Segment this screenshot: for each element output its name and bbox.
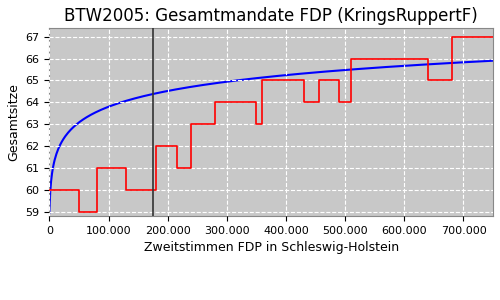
Sitze real	[124, 166, 130, 170]
Sitze real	[425, 57, 431, 60]
Sitze real	[490, 35, 496, 38]
Sitze real	[174, 166, 180, 170]
Sitze real	[448, 35, 454, 38]
X-axis label: Zweitstimmen FDP in Schleswig-Holstein: Zweitstimmen FDP in Schleswig-Holstein	[144, 241, 399, 254]
Sitze real	[76, 188, 82, 192]
Sitze real	[300, 100, 306, 104]
Sitze real	[425, 79, 431, 82]
Sitze real	[448, 79, 454, 82]
Sitze real	[76, 210, 82, 213]
Sitze real	[46, 188, 52, 192]
Sitze real	[300, 79, 306, 82]
Sitze ideal	[410, 64, 416, 67]
Sitze real	[174, 144, 180, 148]
Sitze real	[124, 188, 130, 192]
Line: Sitze ideal: Sitze ideal	[50, 61, 493, 213]
Sitze ideal	[46, 211, 52, 214]
Sitze real	[153, 144, 159, 148]
Sitze real	[316, 79, 322, 82]
Sitze real	[188, 166, 194, 170]
Sitze real	[212, 100, 218, 104]
Sitze real	[254, 100, 260, 104]
Sitze real	[212, 122, 218, 126]
Sitze ideal	[310, 71, 316, 74]
Sitze real	[348, 57, 354, 60]
Sitze real	[316, 100, 322, 104]
Sitze ideal	[480, 59, 486, 63]
Sitze real	[153, 188, 159, 192]
Sitze real	[260, 79, 266, 82]
Sitze real	[94, 166, 100, 170]
Sitze real	[188, 122, 194, 126]
Title: BTW2005: Gesamtmandate FDP (KringsRuppertF): BTW2005: Gesamtmandate FDP (KringsRupper…	[64, 7, 478, 25]
Y-axis label: Gesamtsitze: Gesamtsitze	[7, 83, 20, 161]
Sitze real	[260, 122, 266, 126]
Sitze real	[348, 100, 354, 104]
Sitze real	[94, 210, 100, 213]
Line: Sitze real: Sitze real	[50, 37, 493, 211]
Sitze ideal	[257, 76, 263, 80]
Sitze ideal	[260, 76, 266, 79]
Sitze real	[336, 100, 342, 104]
Sitze real	[254, 122, 260, 126]
Sitze ideal	[490, 59, 496, 62]
Sitze real	[336, 79, 342, 82]
Sitze ideal	[286, 73, 292, 76]
